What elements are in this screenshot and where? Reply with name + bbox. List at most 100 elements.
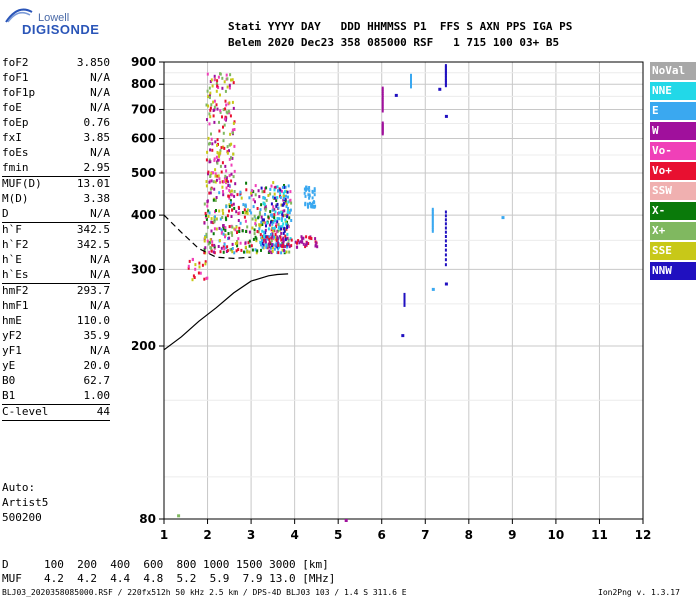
footer-version: Ion2Png v. 1.3.17 [598,588,680,597]
echo-point [274,185,277,189]
echo-point [207,172,209,176]
echo-point [226,85,229,89]
x-tick-label: 11 [591,528,608,542]
echo-point [222,232,225,236]
echo-point [253,228,256,232]
echo-point [274,237,277,241]
echo-point [294,240,297,244]
echo-point [280,203,283,207]
echo-point [245,230,248,233]
echo-point [212,221,215,225]
echo-point [286,215,289,219]
echo-point [229,114,232,118]
artist-number: 500200 [2,511,42,524]
echo-point [225,110,228,114]
legend-item-w: W [650,122,696,140]
echo-point [273,216,276,220]
echo-point [308,189,311,193]
echo-point [221,161,224,165]
echo-point [222,145,225,149]
echo-point [231,131,234,135]
footer-file-info: BLJ03_2020358085000.RSF / 220fx512h 50 k… [2,588,407,597]
echo-point [247,241,250,245]
echo-point [311,201,314,205]
echo-point [216,107,219,111]
echo-point [431,221,434,225]
param-value: N/A [90,299,110,312]
echo-point [261,239,264,242]
echo-point [192,274,195,278]
echo-point [381,92,384,96]
echo-point [228,143,231,147]
echo-point [264,221,267,225]
echo-point [272,195,274,199]
echo-point [232,106,235,110]
echo-point [235,249,238,253]
echo-point [444,72,447,76]
echo-point [280,227,283,231]
echo-point [213,78,216,82]
echo-point [282,191,285,195]
echo-point [217,174,220,178]
echo-point [431,209,434,213]
legend-item-vo: Vo+ [650,162,696,180]
param-value: 110.0 [76,314,110,327]
echo-point [228,149,230,153]
echo-point [225,103,228,107]
param-name: h`Es [2,268,29,281]
echo-point [283,184,285,187]
param-row: foE N/A [2,101,110,116]
param-value: 13.01 [76,177,110,190]
echo-point [313,200,316,204]
echo-point [232,175,235,179]
echo-point [224,107,227,111]
echo-point [230,142,233,146]
echo-point [243,215,246,219]
echo-point [288,211,291,215]
echo-point [295,245,298,249]
echo-point [222,190,224,193]
echo-point [275,242,278,246]
echo-point [235,225,238,229]
echo-point [206,276,209,280]
echo-point [244,219,247,223]
y-tick-label: 300 [131,262,156,276]
param-row: fmin 2.95 [2,161,110,176]
echo-point [305,185,308,189]
echo-point [264,228,267,232]
echo-point [275,199,278,202]
echo-point [259,223,262,227]
param-value: 35.9 [83,329,111,342]
echo-point [307,193,310,197]
echo-point [287,206,289,210]
param-value: N/A [90,268,110,281]
echo-point [290,244,293,248]
echo-point [221,115,223,119]
echo-point [236,231,238,234]
echo-point [267,244,270,248]
echo-point [381,105,384,109]
echo-point [231,78,234,82]
echo-point [266,246,269,250]
echo-point [287,195,289,199]
echo-point [218,154,220,158]
echo-point [210,249,213,253]
echo-point [265,243,268,247]
echo-point [381,109,384,113]
echo-point [278,245,280,249]
echo-point [248,230,251,234]
x-tick-label: 4 [290,528,298,542]
echo-point [311,189,314,193]
echo-point [286,226,289,229]
echo-point [381,97,384,101]
echo-point [226,77,229,81]
y-axis-labels: 900 800 700 600 500 400 300 200 80 [131,55,156,526]
echo-point [228,196,231,200]
param-row: h`Es N/A [2,268,110,283]
echo-point [310,237,313,240]
echo-point [232,152,235,156]
echo-point [230,172,233,176]
echo-point [276,237,279,241]
echo-point [444,282,448,286]
echo-point [224,216,227,220]
